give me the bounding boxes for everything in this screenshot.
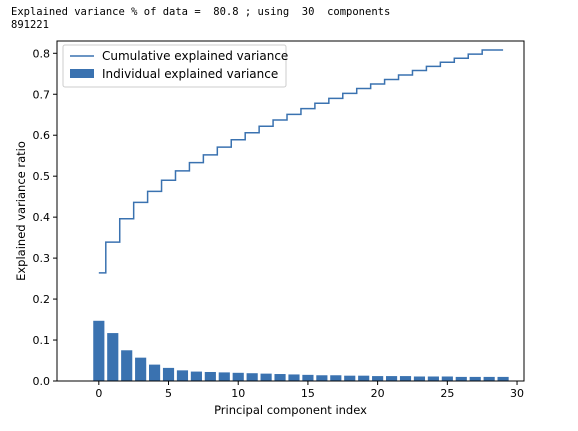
legend-cumulative-label: Cumulative explained variance bbox=[102, 49, 288, 63]
legend: Cumulative explained variance Individual… bbox=[62, 44, 288, 88]
bar-19 bbox=[358, 375, 370, 381]
y-tick-label-0.6: 0.6 bbox=[33, 129, 51, 142]
legend-box bbox=[62, 44, 287, 88]
bar-15 bbox=[302, 374, 314, 381]
bar-24 bbox=[427, 376, 439, 381]
y-tick-label-0.7: 0.7 bbox=[33, 88, 51, 101]
x-tick-label-10: 10 bbox=[231, 387, 245, 400]
bar-11 bbox=[246, 373, 258, 381]
x-tick-label-0: 0 bbox=[95, 387, 102, 400]
x-tick-label-30: 30 bbox=[510, 387, 524, 400]
bar-28 bbox=[483, 376, 495, 381]
bar-20 bbox=[372, 376, 384, 381]
axes-frame bbox=[56, 40, 525, 382]
x-tick-label-15: 15 bbox=[301, 387, 315, 400]
bar-29 bbox=[497, 376, 509, 381]
bar-7 bbox=[190, 371, 202, 381]
bar-27 bbox=[469, 376, 481, 381]
bar-4 bbox=[149, 364, 161, 381]
bar-25 bbox=[441, 376, 453, 381]
bar-10 bbox=[232, 372, 244, 381]
y-tick-label-0.8: 0.8 bbox=[33, 47, 51, 60]
x-tick-label-20: 20 bbox=[371, 387, 385, 400]
output-line-1: Explained variance % of data = 80.8 ; us… bbox=[11, 6, 391, 18]
ticks-group: 0 5 10 15 20 25 30 0.0 0.1 0.2 0.3 0.4 0.5 0.6 0.7 0.8 bbox=[33, 47, 525, 400]
y-tick-label-0.4: 0.4 bbox=[33, 211, 51, 224]
cumulative-step-group bbox=[98, 49, 504, 274]
bar-26 bbox=[455, 376, 467, 381]
y-tick-label-0.5: 0.5 bbox=[33, 170, 51, 183]
bar-12 bbox=[260, 373, 272, 381]
bar-18 bbox=[344, 375, 356, 381]
bars-group bbox=[93, 320, 509, 381]
bar-9 bbox=[218, 372, 230, 381]
x-axis-label: Principal component index bbox=[214, 403, 367, 417]
output-line-2: 891221 bbox=[11, 19, 49, 31]
bar-22 bbox=[399, 376, 412, 381]
plot-frame bbox=[56, 40, 525, 382]
output-text: Explained variance % of data = 80.8 ; us… bbox=[11, 6, 390, 32]
bar-14 bbox=[288, 374, 300, 381]
legend-individual-label: Individual explained variance bbox=[102, 67, 278, 81]
bar-17 bbox=[330, 375, 342, 381]
bar-6 bbox=[176, 370, 189, 381]
y-tick-label-0.2: 0.2 bbox=[33, 293, 51, 306]
bar-21 bbox=[385, 376, 398, 381]
y-tick-label-0.3: 0.3 bbox=[33, 252, 51, 265]
bar-8 bbox=[204, 371, 216, 381]
bar-23 bbox=[413, 376, 426, 381]
y-tick-label-0: 0.0 bbox=[33, 375, 51, 388]
bar-2 bbox=[121, 350, 133, 381]
legend-individual-swatch bbox=[70, 69, 94, 78]
bar-13 bbox=[274, 374, 286, 381]
bar-3 bbox=[135, 357, 147, 381]
bar-0 bbox=[93, 320, 105, 381]
bar-5 bbox=[162, 367, 175, 381]
x-tick-label-25: 25 bbox=[440, 387, 454, 400]
bar-16 bbox=[316, 375, 328, 381]
bar-1 bbox=[107, 333, 119, 381]
y-axis-label: Explained variance ratio bbox=[14, 141, 28, 281]
cumulative-variance-line bbox=[98, 49, 504, 274]
x-tick-label-5: 5 bbox=[165, 387, 172, 400]
y-tick-label-0.1: 0.1 bbox=[33, 334, 51, 347]
